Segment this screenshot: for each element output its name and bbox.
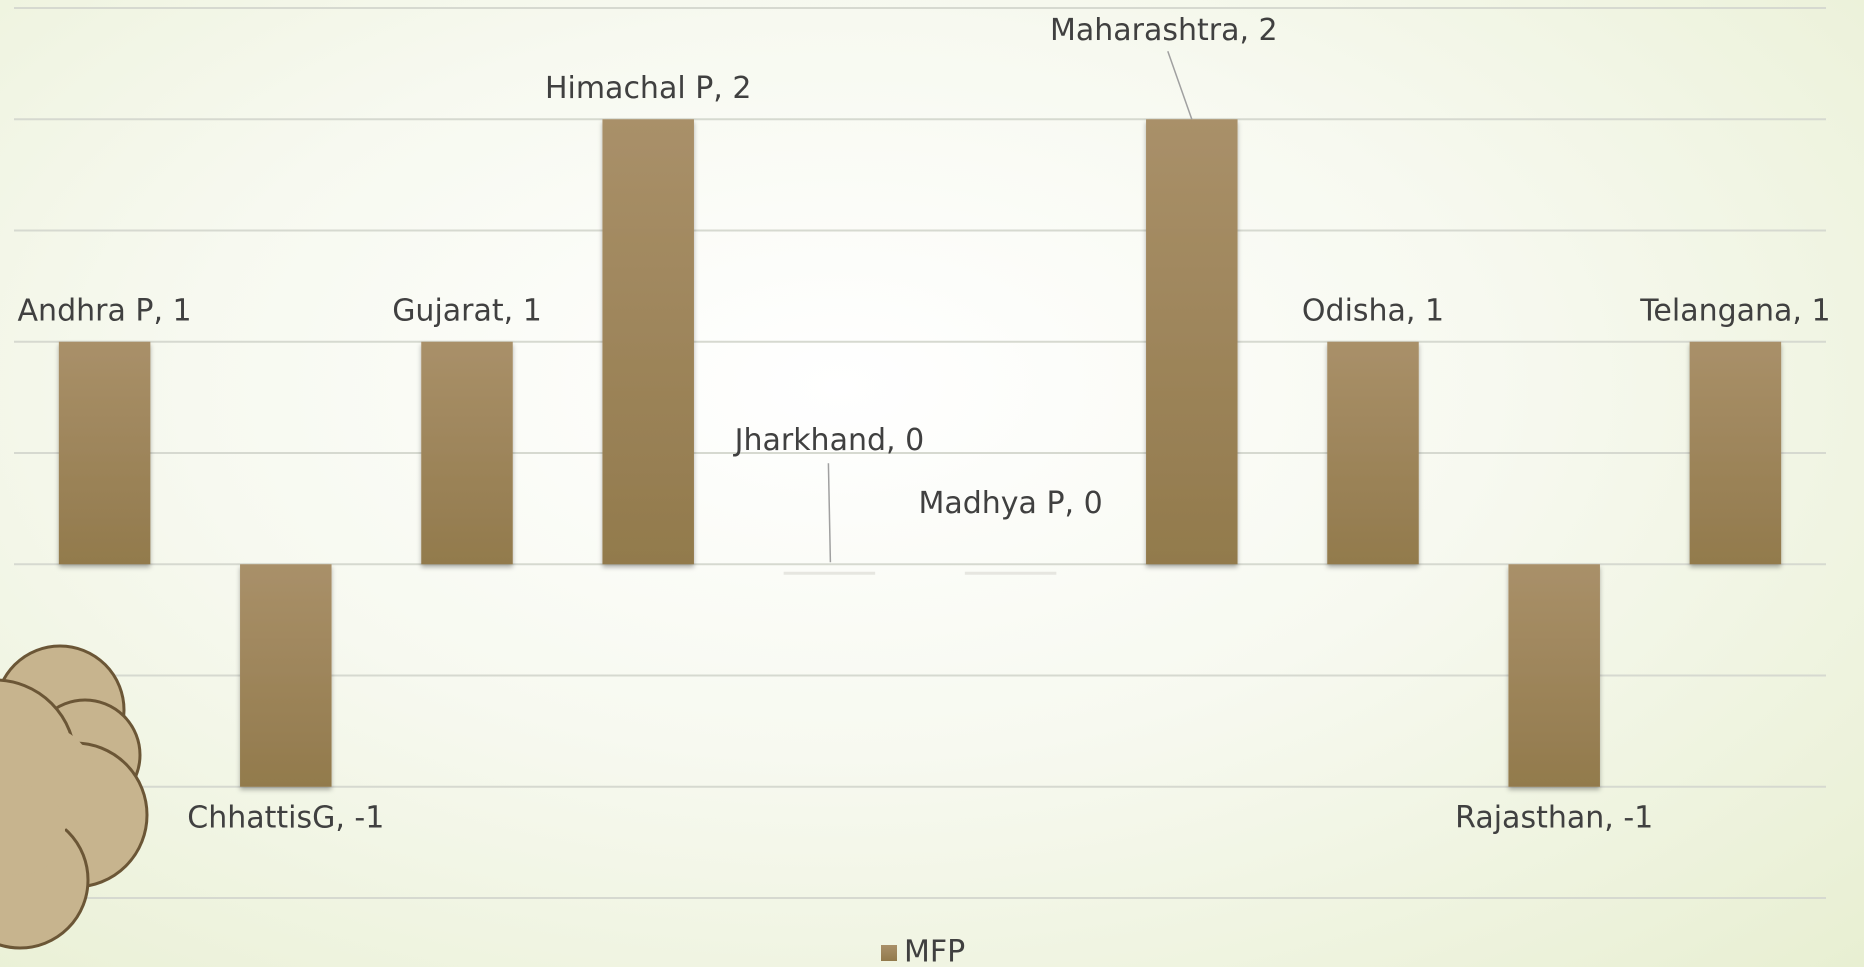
data-label: Gujarat, 1	[392, 293, 542, 328]
bar	[421, 341, 513, 565]
bar	[1689, 341, 1782, 565]
data-labels: Andhra P, 1 ChhattisG, -1 Gujarat, 1 Himach…	[18, 13, 1831, 836]
data-label: Madhya P, 0	[918, 486, 1102, 521]
data-label: Andhra P, 1	[18, 293, 192, 328]
legend-swatch	[881, 945, 897, 961]
legend-label: MFP	[904, 935, 965, 967]
data-label: ChhattisG, -1	[187, 800, 384, 835]
leader-line	[827, 463, 832, 563]
data-label: Maharashtra, 2	[1050, 13, 1278, 48]
bars	[58, 119, 1782, 787]
bar	[240, 564, 332, 787]
bar	[602, 119, 694, 565]
legend: MFP	[881, 935, 965, 967]
data-label: Odisha, 1	[1302, 293, 1444, 328]
data-label: Himachal P, 2	[545, 71, 752, 106]
leader-line	[1167, 51, 1193, 120]
data-label: Jharkhand, 0	[733, 423, 925, 458]
data-label: Rajasthan, -1	[1455, 800, 1653, 835]
cloud-decoration	[0, 644, 149, 950]
bar	[1146, 119, 1238, 565]
data-label: Telangana, 1	[1639, 293, 1830, 328]
bar	[58, 341, 151, 565]
bar	[1327, 341, 1419, 565]
bar	[1508, 564, 1600, 787]
